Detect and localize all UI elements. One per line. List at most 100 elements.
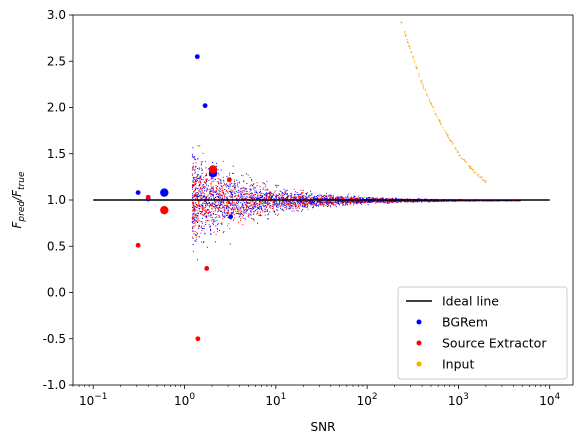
scatter-point (269, 192, 271, 194)
scatter-point (261, 209, 263, 211)
scatter-point (223, 203, 225, 205)
scatter-point (216, 216, 218, 218)
scatter-point (233, 209, 235, 211)
scatter-point (250, 210, 252, 212)
scatter-point (385, 198, 387, 200)
scatter-point (192, 165, 194, 167)
scatter-point (220, 194, 222, 196)
legend-marker-swatch (416, 340, 422, 346)
scatter-point (232, 202, 234, 204)
scatter-point (195, 220, 197, 222)
scatter-point (222, 197, 224, 199)
scatter-point (225, 207, 227, 209)
scatter-point (267, 204, 269, 206)
scatter-point (332, 197, 334, 199)
scatter-point (207, 194, 209, 196)
scatter-point (199, 181, 201, 183)
scatter-point (322, 205, 324, 207)
scatter-point (347, 196, 349, 198)
scatter-point (195, 180, 197, 182)
scatter-point (267, 204, 269, 206)
scatter-point (196, 215, 198, 217)
scatter-point (199, 145, 201, 147)
scatter-point (329, 203, 331, 205)
scatter-point (210, 208, 212, 210)
input-point (422, 85, 424, 87)
scatter-point (354, 200, 356, 202)
scatter-point (269, 206, 271, 208)
scatter-point (192, 217, 194, 219)
scatter-point (291, 204, 293, 206)
input-point (406, 39, 408, 41)
y-tick-label: -1.0 (43, 378, 66, 392)
scatter-point (253, 182, 255, 184)
input-point (420, 81, 422, 83)
input-point (465, 160, 467, 162)
input-point (405, 34, 407, 36)
scatter-point (244, 198, 246, 200)
scatter-point (299, 202, 301, 204)
scatter-point (273, 200, 275, 202)
scatter-point (324, 196, 326, 198)
scatter-point (395, 200, 397, 202)
scatter-point (200, 232, 202, 234)
scatter-point (199, 187, 201, 189)
scatter-point (254, 194, 256, 196)
scatter-point (282, 204, 284, 206)
scatter-point (290, 195, 292, 197)
x-tick-base: 10 (448, 394, 463, 408)
scatter-point (252, 205, 254, 207)
scatter-point (291, 200, 293, 202)
input-point (433, 110, 435, 112)
scatter-point (208, 220, 210, 222)
scatter-point (247, 202, 249, 204)
scatter-point (255, 201, 257, 203)
scatter-point (312, 205, 314, 207)
scatter-point (272, 201, 274, 203)
scatter-point (381, 200, 383, 202)
scatter-point (252, 218, 254, 220)
scatter-point (303, 205, 305, 207)
scatter-point (302, 209, 304, 211)
scatter-point (220, 178, 222, 180)
scatter-point (243, 218, 245, 220)
scatter-point (200, 187, 202, 189)
scatter-point (194, 205, 196, 207)
scatter-point (262, 211, 264, 213)
scatter-point (257, 195, 259, 197)
input-point (409, 47, 411, 49)
scatter-point (205, 181, 207, 183)
scatter-point (216, 214, 218, 216)
scatter-point (207, 188, 209, 190)
scatter-point (211, 187, 213, 189)
scatter-point (247, 207, 249, 209)
scatter-point (278, 197, 280, 199)
scatter-point (259, 189, 261, 191)
scatter-point (238, 210, 240, 212)
scatter-point (389, 201, 391, 203)
scatter-point (262, 187, 264, 189)
scatter-point (322, 196, 324, 198)
scatter-point (252, 201, 254, 203)
scatter-point (368, 201, 370, 203)
scatter-point (363, 200, 365, 202)
scatter-point (306, 203, 308, 205)
scatter-point (220, 207, 222, 209)
scatter-point (225, 184, 227, 186)
scatter-point (262, 209, 264, 211)
scatter-point (388, 202, 390, 204)
scatter-point (273, 202, 275, 204)
scatter-point (200, 182, 202, 184)
scatter-point (211, 203, 213, 205)
scatter-point (295, 200, 297, 202)
scatter-point (348, 200, 350, 202)
scatter-point (384, 202, 386, 204)
scatter-point (259, 197, 261, 199)
scatter-point (240, 202, 242, 204)
scatter-point (324, 202, 326, 204)
scatter-point (289, 200, 290, 202)
scatter-point (290, 192, 292, 194)
scatter-point (307, 204, 309, 206)
scatter-point (220, 204, 222, 206)
scatter-point (199, 183, 201, 185)
